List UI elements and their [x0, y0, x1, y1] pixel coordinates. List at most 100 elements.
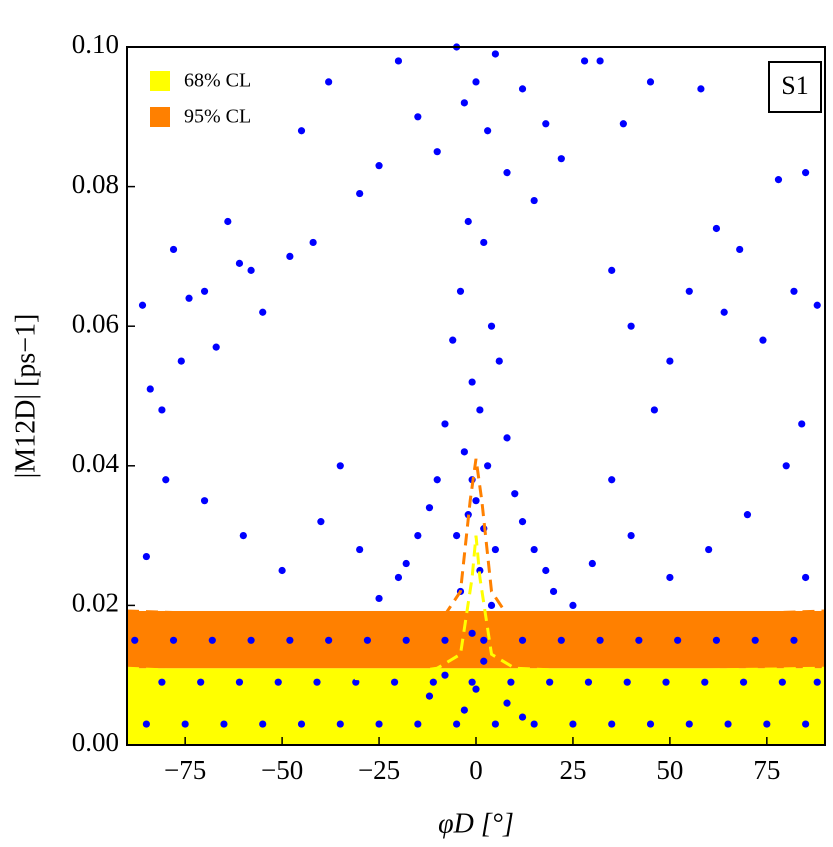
- point: [774, 176, 783, 184]
- point: [131, 636, 139, 644]
- point: [158, 678, 166, 686]
- y-tick-label: 0.08: [72, 169, 119, 199]
- point: [588, 559, 596, 568]
- point: [472, 685, 480, 693]
- x-tick-label: −25: [358, 755, 400, 785]
- point: [802, 720, 810, 728]
- point: [177, 357, 185, 365]
- point: [518, 713, 527, 721]
- point: [169, 245, 178, 254]
- point: [441, 671, 449, 679]
- point: [453, 720, 461, 728]
- x-tick-label: 0: [469, 755, 483, 785]
- point: [414, 113, 422, 121]
- point: [542, 120, 550, 128]
- x-tick-label: −75: [164, 755, 206, 785]
- point: [286, 252, 294, 260]
- point: [200, 497, 209, 505]
- y-tick-label: 0.06: [72, 308, 119, 338]
- point: [142, 720, 150, 728]
- point: [375, 594, 383, 603]
- point: [511, 490, 519, 498]
- point: [460, 448, 468, 456]
- point: [146, 385, 154, 393]
- point: [480, 238, 488, 247]
- point: [297, 127, 306, 135]
- point: [274, 678, 282, 686]
- point: [433, 148, 441, 156]
- point: [569, 601, 577, 610]
- point: [363, 636, 372, 644]
- point: [259, 308, 267, 316]
- point: [697, 85, 705, 93]
- point: [356, 189, 364, 198]
- point: [425, 504, 434, 512]
- point: [352, 678, 360, 686]
- point: [491, 720, 499, 728]
- point: [297, 720, 306, 728]
- point: [259, 720, 267, 728]
- point: [685, 720, 693, 728]
- point: [650, 406, 658, 414]
- point: [402, 559, 410, 568]
- point: [623, 678, 631, 686]
- point: [569, 720, 577, 728]
- annotation-box: [768, 61, 822, 113]
- point: [530, 196, 538, 205]
- point: [608, 266, 616, 274]
- point: [453, 532, 461, 540]
- point: [449, 336, 457, 344]
- point: [162, 476, 170, 484]
- x-tick-label: 25: [559, 755, 586, 785]
- point: [375, 720, 383, 728]
- cl-band: [127, 610, 825, 669]
- x-tick-label: 50: [656, 755, 683, 785]
- point: [596, 57, 604, 65]
- point: [476, 406, 484, 414]
- legend-label: 68% CL: [184, 70, 251, 92]
- point: [247, 266, 255, 274]
- annotation: S1: [781, 71, 808, 100]
- point: [200, 287, 209, 295]
- point: [584, 678, 593, 686]
- point: [619, 120, 627, 128]
- point: [441, 636, 449, 644]
- point: [313, 678, 321, 686]
- point: [414, 720, 422, 728]
- point: [197, 678, 205, 686]
- point: [608, 720, 616, 728]
- point: [759, 336, 767, 344]
- point: [394, 57, 403, 65]
- point: [480, 657, 488, 665]
- point: [743, 511, 752, 519]
- point: [460, 99, 468, 107]
- point: [503, 699, 511, 707]
- point: [685, 287, 693, 295]
- point: [212, 343, 220, 351]
- point: [394, 573, 403, 582]
- point: [646, 720, 655, 728]
- point: [580, 57, 589, 65]
- point: [701, 678, 709, 686]
- y-tick-label: 0.04: [72, 448, 120, 478]
- point: [557, 636, 565, 644]
- point: [325, 636, 333, 644]
- point: [802, 573, 810, 582]
- point: [220, 720, 228, 728]
- point: [142, 552, 150, 561]
- point: [813, 678, 821, 686]
- point: [402, 636, 410, 644]
- point: [712, 224, 721, 233]
- point: [739, 678, 748, 686]
- point: [763, 720, 771, 728]
- point: [736, 245, 744, 254]
- point: [239, 532, 247, 540]
- point: [724, 720, 732, 728]
- point: [608, 476, 616, 484]
- point: [487, 601, 496, 610]
- point: [286, 636, 294, 644]
- point: [751, 636, 759, 644]
- point: [484, 127, 492, 135]
- point: [468, 629, 476, 637]
